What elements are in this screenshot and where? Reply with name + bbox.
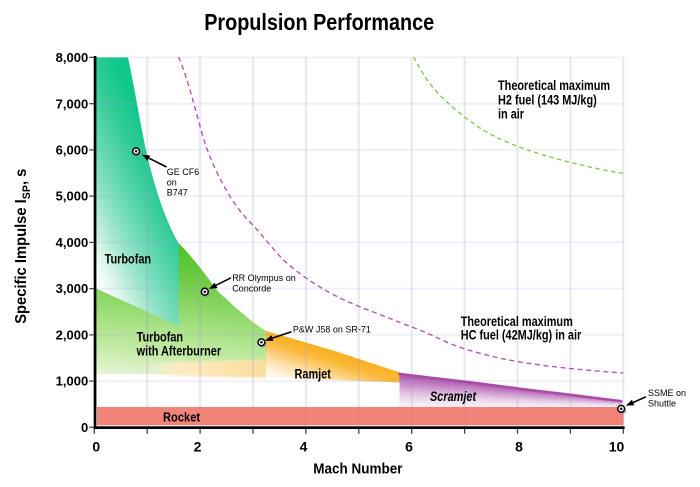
svg-text:B747: B747 bbox=[167, 188, 188, 198]
svg-text:10: 10 bbox=[609, 439, 625, 455]
svg-text:2: 2 bbox=[194, 439, 202, 455]
svg-text:6,000: 6,000 bbox=[56, 143, 89, 158]
svg-text:Rocket: Rocket bbox=[163, 410, 200, 425]
svg-text:Theoretical maximum: Theoretical maximum bbox=[498, 78, 610, 93]
svg-text:Propulsion Performance: Propulsion Performance bbox=[204, 9, 434, 35]
svg-text:2,000: 2,000 bbox=[56, 327, 89, 342]
svg-text:3,000: 3,000 bbox=[56, 281, 89, 296]
svg-text:Mach Number: Mach Number bbox=[313, 461, 403, 478]
svg-text:RR Olympus on: RR Olympus on bbox=[232, 273, 296, 283]
svg-text:on: on bbox=[167, 177, 177, 187]
svg-text:8,000: 8,000 bbox=[56, 50, 89, 65]
svg-text:with Afterburner: with Afterburner bbox=[136, 343, 221, 359]
svg-text:SSME on: SSME on bbox=[648, 388, 686, 398]
svg-text:Shuttle: Shuttle bbox=[648, 398, 676, 408]
svg-text:Theoretical maximum: Theoretical maximum bbox=[461, 314, 573, 329]
svg-text:Concorde: Concorde bbox=[232, 283, 271, 293]
svg-text:8: 8 bbox=[515, 439, 523, 455]
svg-text:5,000: 5,000 bbox=[56, 189, 89, 204]
svg-text:4,000: 4,000 bbox=[56, 235, 89, 250]
svg-text:0: 0 bbox=[81, 420, 88, 435]
svg-text:P&W J58 on SR-71: P&W J58 on SR-71 bbox=[293, 324, 371, 334]
svg-text:6: 6 bbox=[405, 439, 413, 455]
svg-text:Ramjet: Ramjet bbox=[295, 366, 332, 382]
svg-text:GE CF6: GE CF6 bbox=[167, 167, 200, 177]
svg-text:H2 fuel (143 MJ/kg): H2 fuel (143 MJ/kg) bbox=[498, 92, 597, 107]
svg-text:7,000: 7,000 bbox=[56, 96, 89, 111]
svg-text:1,000: 1,000 bbox=[56, 374, 89, 389]
svg-text:Turbofan: Turbofan bbox=[105, 251, 151, 267]
svg-text:in air: in air bbox=[498, 106, 524, 121]
svg-text:HC fuel (42MJ/kg) in air: HC fuel (42MJ/kg) in air bbox=[461, 327, 582, 342]
svg-text:Scramjet: Scramjet bbox=[430, 389, 477, 405]
svg-text:Turbofan: Turbofan bbox=[137, 329, 183, 345]
svg-text:0: 0 bbox=[92, 439, 100, 455]
svg-text:Specific Impulse ISP, s: Specific Impulse ISP, s bbox=[12, 169, 32, 324]
svg-text:4: 4 bbox=[300, 439, 308, 455]
